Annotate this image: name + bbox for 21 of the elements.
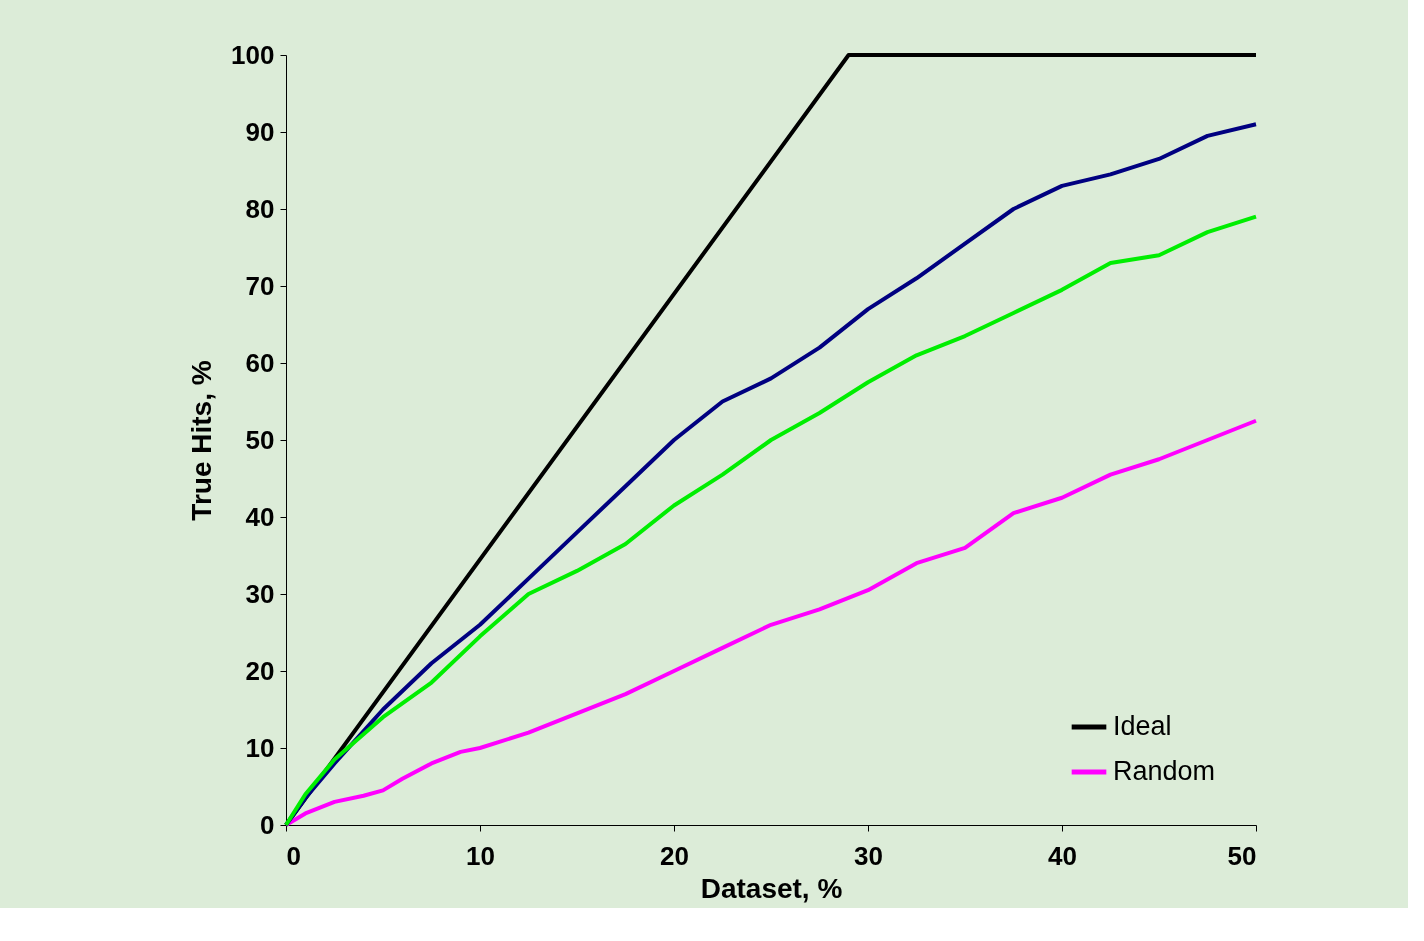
legend-label: Random: [1113, 756, 1216, 786]
y-tick-label: 60: [245, 347, 275, 378]
x-tick-label: 0: [286, 840, 301, 871]
legend-label: Ideal: [1113, 711, 1172, 741]
y-tick-label: 90: [245, 116, 275, 147]
y-tick-label: 30: [245, 578, 275, 609]
y-tick-label: 80: [245, 193, 275, 224]
y-tick-label: 40: [245, 501, 275, 532]
y-tick-label: 100: [231, 39, 275, 70]
y-tick-label: 20: [245, 655, 275, 686]
y-tick-label: 70: [245, 270, 275, 301]
x-tick-label: 50: [1227, 840, 1257, 871]
x-tick-label: 10: [466, 840, 495, 871]
x-tick-label: 20: [660, 840, 689, 871]
y-axis-title: True Hits, %: [186, 360, 218, 521]
y-tick-label: 10: [245, 732, 275, 763]
x-tick-label: 40: [1048, 840, 1077, 871]
x-tick-label: 30: [854, 840, 883, 871]
y-tick-label: 50: [245, 424, 275, 455]
y-tick-label: 0: [260, 809, 275, 840]
x-axis-title: Dataset, %: [700, 872, 843, 904]
